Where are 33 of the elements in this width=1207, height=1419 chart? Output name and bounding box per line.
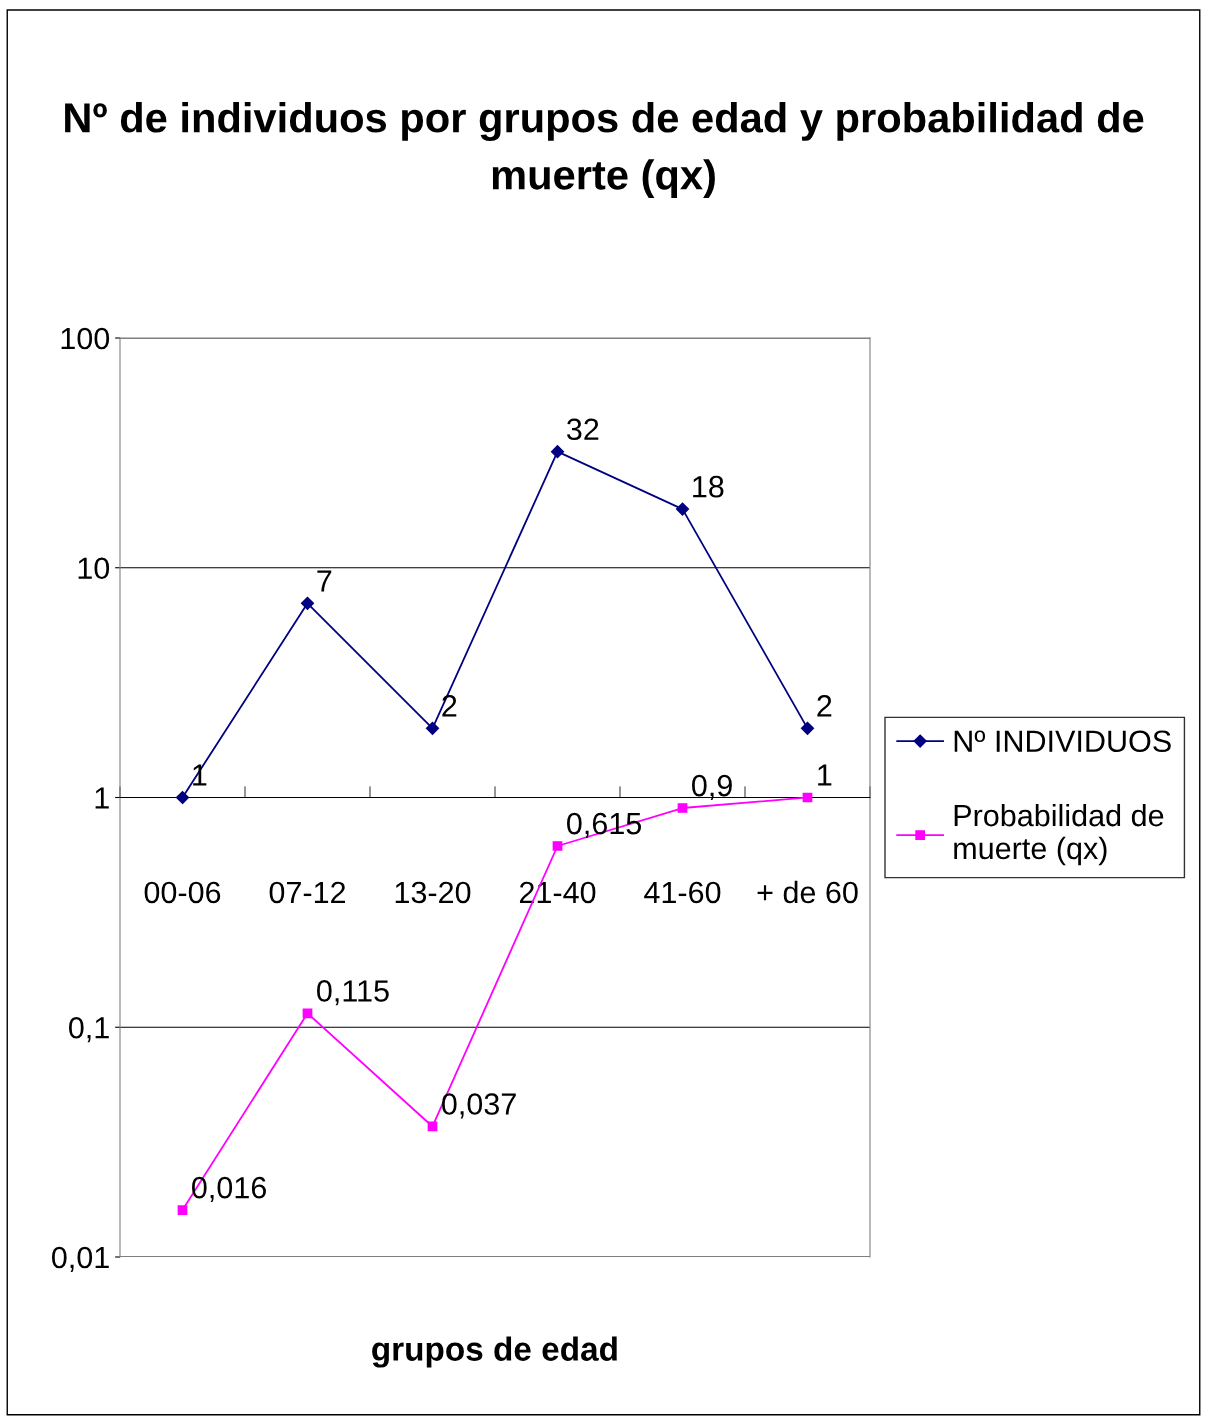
point xyxy=(425,721,440,735)
point xyxy=(677,803,688,813)
y-tick-label: 1 xyxy=(95,787,109,809)
point xyxy=(300,596,315,610)
point xyxy=(175,790,190,805)
legend-label: Nº INDIVIDUOS xyxy=(954,730,1171,753)
y-tick-label: 0,01 xyxy=(52,1246,109,1272)
x-tick-label: + de 60 xyxy=(757,880,858,904)
data-label: 2 xyxy=(442,695,457,717)
x-tick-label: 07-12 xyxy=(269,881,346,904)
data-label: 32 xyxy=(567,418,599,441)
data-label: 0,115 xyxy=(317,980,389,1006)
y-tick-label: 10 xyxy=(78,557,110,580)
data-label: 0,9 xyxy=(692,774,732,801)
x-tick-label: 00-06 xyxy=(144,881,221,904)
x-tick-label: 13-20 xyxy=(395,881,471,904)
data-label: 7 xyxy=(317,570,332,592)
chart-title: Nº de individuos por grupos de edad y probabilidad de muerte (qx) xyxy=(65,102,1144,198)
point xyxy=(800,721,815,735)
data-label: 0,037 xyxy=(442,1093,516,1119)
point xyxy=(302,1008,313,1019)
point xyxy=(177,1205,188,1215)
data-label: 18 xyxy=(693,475,724,498)
y-tick-label: 100 xyxy=(61,327,110,350)
point xyxy=(552,841,563,851)
data-label: 1 xyxy=(818,764,832,786)
point xyxy=(675,502,690,516)
point xyxy=(550,445,565,459)
legend-label: Probabilidad de muerte (qx) xyxy=(954,803,1164,866)
x-tick-label: 41-60 xyxy=(644,881,721,904)
x-axis-title: grupos de edad xyxy=(372,1336,617,1368)
data-label: 2 xyxy=(817,695,832,717)
y-tick-label: 0,1 xyxy=(69,1016,109,1043)
